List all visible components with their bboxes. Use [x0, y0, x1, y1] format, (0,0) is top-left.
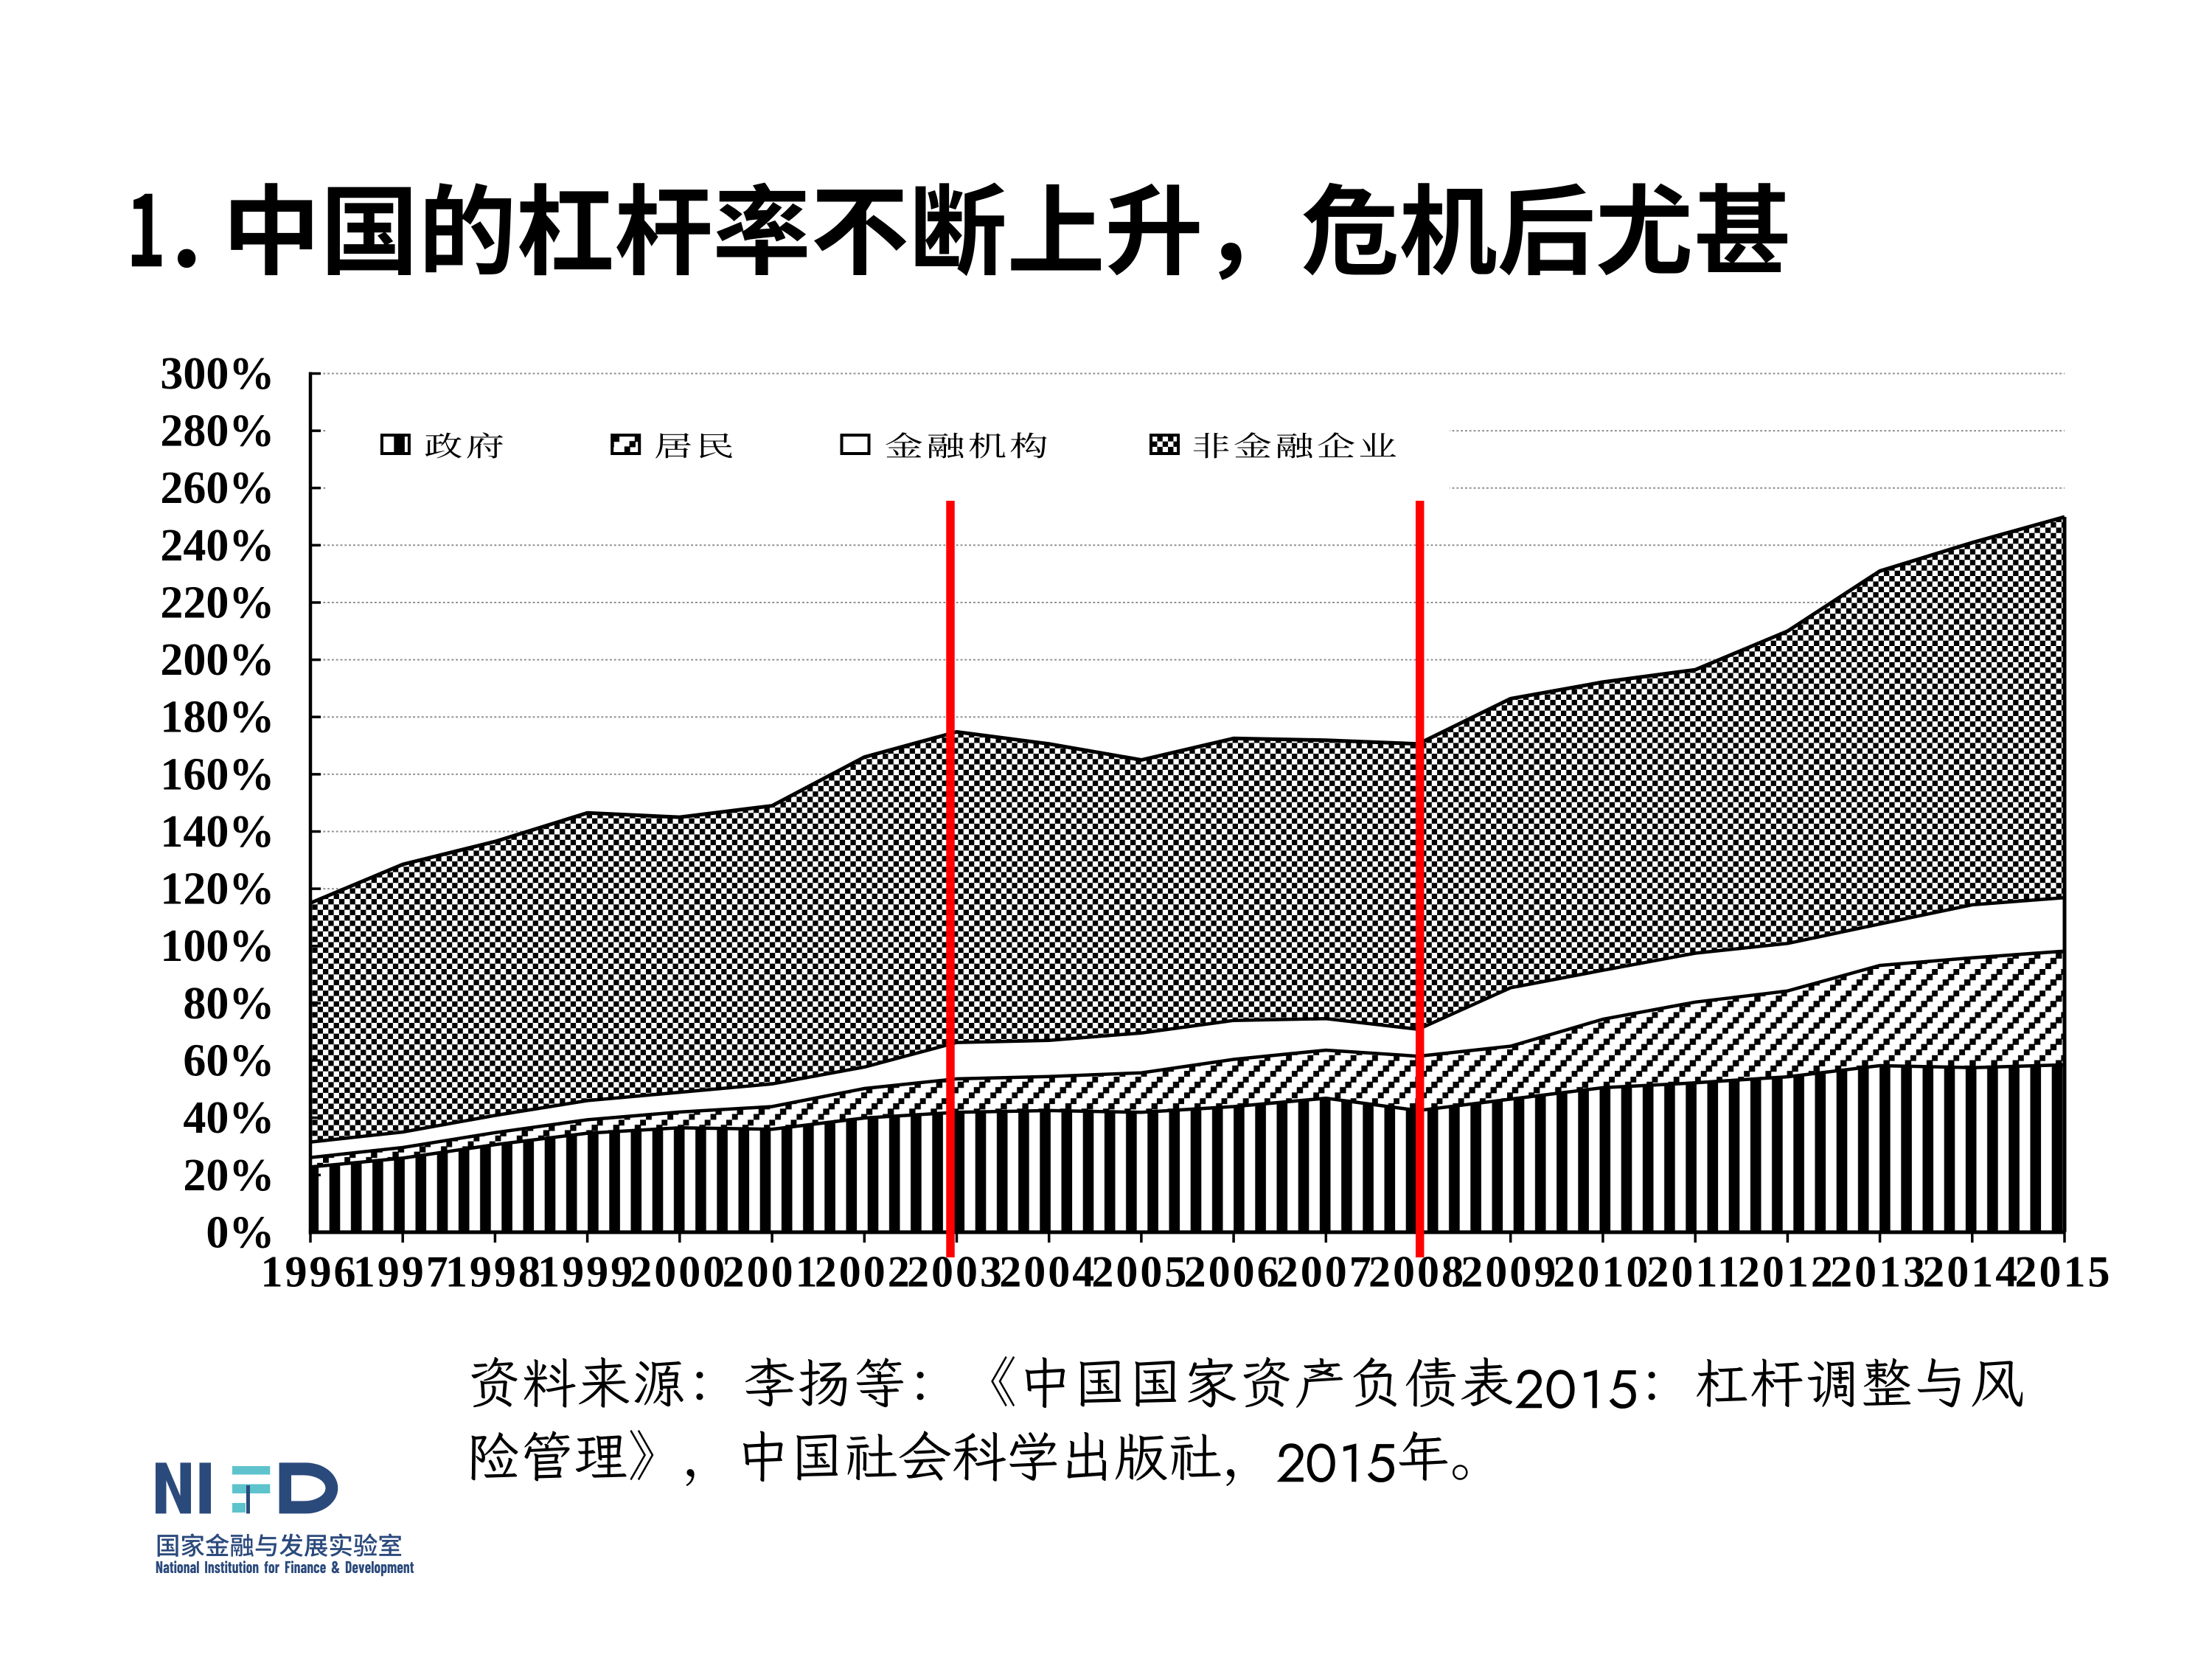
- svg-text:2015: 2015: [2015, 1248, 2112, 1296]
- svg-text:120%: 120%: [160, 864, 274, 914]
- svg-text:1997: 1997: [353, 1248, 451, 1296]
- svg-text:300%: 300%: [160, 349, 274, 399]
- svg-text:2014: 2014: [1922, 1248, 2020, 1296]
- svg-text:200%: 200%: [160, 635, 274, 685]
- svg-text:1999: 1999: [538, 1248, 635, 1296]
- svg-text:2010: 2010: [1553, 1248, 1650, 1296]
- svg-text:2009: 2009: [1461, 1248, 1558, 1296]
- svg-text:100%: 100%: [160, 921, 274, 971]
- svg-text:80%: 80%: [183, 979, 274, 1029]
- svg-text:20%: 20%: [183, 1150, 274, 1201]
- svg-text:220%: 220%: [160, 578, 274, 628]
- svg-text:1996: 1996: [261, 1248, 358, 1296]
- svg-text:60%: 60%: [183, 1036, 274, 1086]
- svg-text:2007: 2007: [1276, 1248, 1374, 1296]
- svg-text:2013: 2013: [1830, 1248, 1927, 1296]
- svg-text:2003: 2003: [907, 1248, 1004, 1296]
- svg-text:2000: 2000: [630, 1248, 727, 1296]
- svg-text:160%: 160%: [160, 749, 274, 799]
- svg-text:1998: 1998: [445, 1248, 543, 1296]
- svg-text:2002: 2002: [815, 1248, 912, 1296]
- svg-text:2004: 2004: [999, 1248, 1096, 1296]
- svg-text:2005: 2005: [1091, 1248, 1189, 1296]
- svg-text:0%: 0%: [206, 1207, 274, 1257]
- svg-text:2006: 2006: [1184, 1248, 1281, 1296]
- svg-text:280%: 280%: [160, 406, 274, 456]
- svg-text:240%: 240%: [160, 521, 274, 571]
- svg-text:2001: 2001: [723, 1248, 820, 1296]
- svg-text:2011: 2011: [1646, 1248, 1742, 1296]
- svg-text:40%: 40%: [183, 1093, 274, 1143]
- svg-text:140%: 140%: [160, 807, 274, 857]
- svg-text:180%: 180%: [160, 692, 274, 743]
- svg-text:2012: 2012: [1738, 1248, 1835, 1296]
- svg-text:260%: 260%: [160, 463, 274, 513]
